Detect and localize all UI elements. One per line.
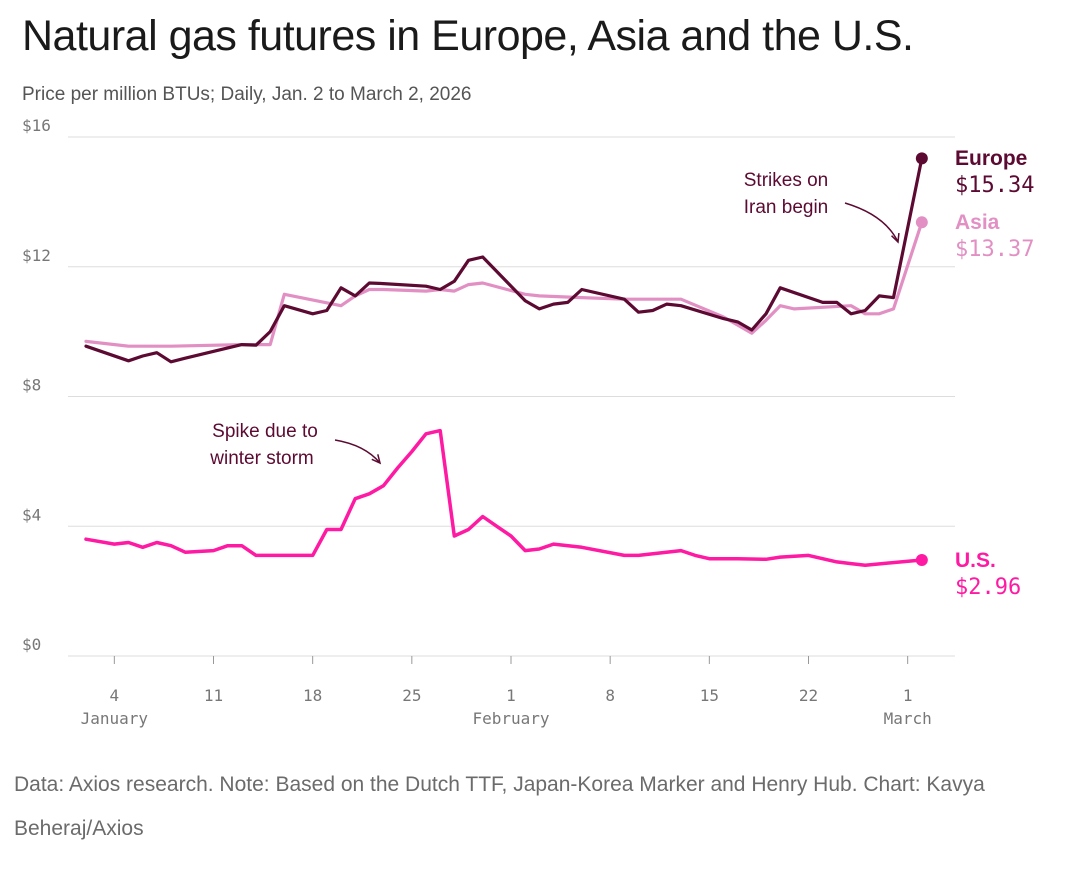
europe-end-point (915, 152, 928, 165)
y-tick-label: $16 (22, 116, 51, 135)
us-series-name: U.S. (955, 549, 996, 572)
chart-title: Natural gas futures in Europe, Asia and … (22, 12, 914, 60)
europe-end-value: $15.34 (955, 173, 1034, 198)
y-tick-label: $0 (22, 635, 41, 654)
asia-series-name: Asia (955, 211, 1000, 234)
chart-subtitle: Price per million BTUs; Daily, Jan. 2 to… (22, 84, 472, 105)
x-tick-label: 1 (903, 686, 913, 705)
x-month-label: January (81, 709, 149, 728)
annotation-text: Strikes on (744, 170, 828, 191)
x-tick-label: 25 (402, 686, 421, 705)
x-tick-label: 4 (110, 686, 120, 705)
y-tick-label: $8 (22, 376, 41, 395)
x-tick-label: 1 (506, 686, 516, 705)
source-note: Data: Axios research. Note: Based on the… (14, 773, 985, 840)
x-month-label: March (884, 709, 932, 728)
annotation-text: winter storm (209, 448, 313, 469)
asia-end-value: $13.37 (955, 237, 1034, 262)
x-tick-label: 18 (303, 686, 322, 705)
x-tick-label: 15 (700, 686, 719, 705)
asia-end-point (915, 216, 928, 229)
y-tick-label: $12 (22, 246, 51, 265)
asia-series-line (84, 220, 924, 348)
annotation-arrow (844, 202, 899, 243)
x-tick-label: 8 (605, 686, 615, 705)
us-end-value: $2.96 (955, 575, 1021, 600)
x-month-label: February (472, 709, 549, 728)
annotation-arrowhead (371, 454, 382, 465)
annotation-arrowhead (891, 232, 900, 244)
annotation-text: Iran begin (744, 197, 829, 218)
x-tick-label: 11 (204, 686, 223, 705)
us-series-line (84, 428, 924, 567)
us-end-point (915, 553, 928, 566)
europe-series-line (84, 156, 924, 364)
annotation-text: Spike due to (212, 421, 318, 442)
europe-series-name: Europe (955, 147, 1027, 170)
x-tick-label: 22 (799, 686, 818, 705)
annotation-arrow (334, 439, 381, 464)
y-tick-label: $4 (22, 505, 41, 524)
